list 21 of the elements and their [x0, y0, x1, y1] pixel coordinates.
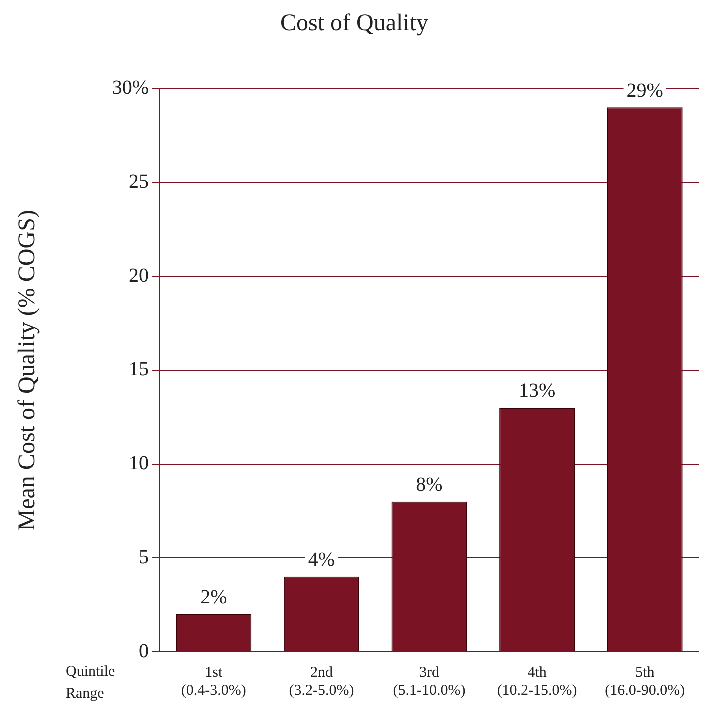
y-tick-label: 20: [129, 264, 149, 287]
y-tick-label: 0: [139, 640, 149, 662]
chart-title: Cost of Quality: [280, 10, 428, 37]
data-label: 4%: [308, 549, 336, 572]
data-label: 29%: [626, 80, 664, 102]
y-axis-title: Mean Cost of Quality (% COGS): [14, 210, 41, 531]
y-tick-label: 5: [139, 546, 149, 568]
data-label: 8%: [416, 474, 443, 496]
x-tick-label: 2nd (3.2-5.0%): [289, 664, 354, 699]
x-tick-label: 1st (0.4-3.0%): [181, 664, 246, 699]
x-tick-label: 5th (16.0-90.0%): [605, 664, 686, 699]
data-label: 13%: [518, 380, 556, 402]
text: Quintile: [66, 664, 116, 680]
x-tick-label: 4th (10.2-15.0%): [497, 664, 578, 699]
y-tick-label: 25: [129, 170, 149, 193]
text: Range: [66, 686, 105, 702]
y-tick-label: 15: [129, 358, 149, 381]
x-tick-label: 3rd (5.1-10.0%): [393, 664, 466, 699]
y-tick-label: 30%: [112, 77, 149, 100]
data-label: 2%: [200, 586, 228, 609]
y-tick-label: 10: [129, 452, 149, 475]
